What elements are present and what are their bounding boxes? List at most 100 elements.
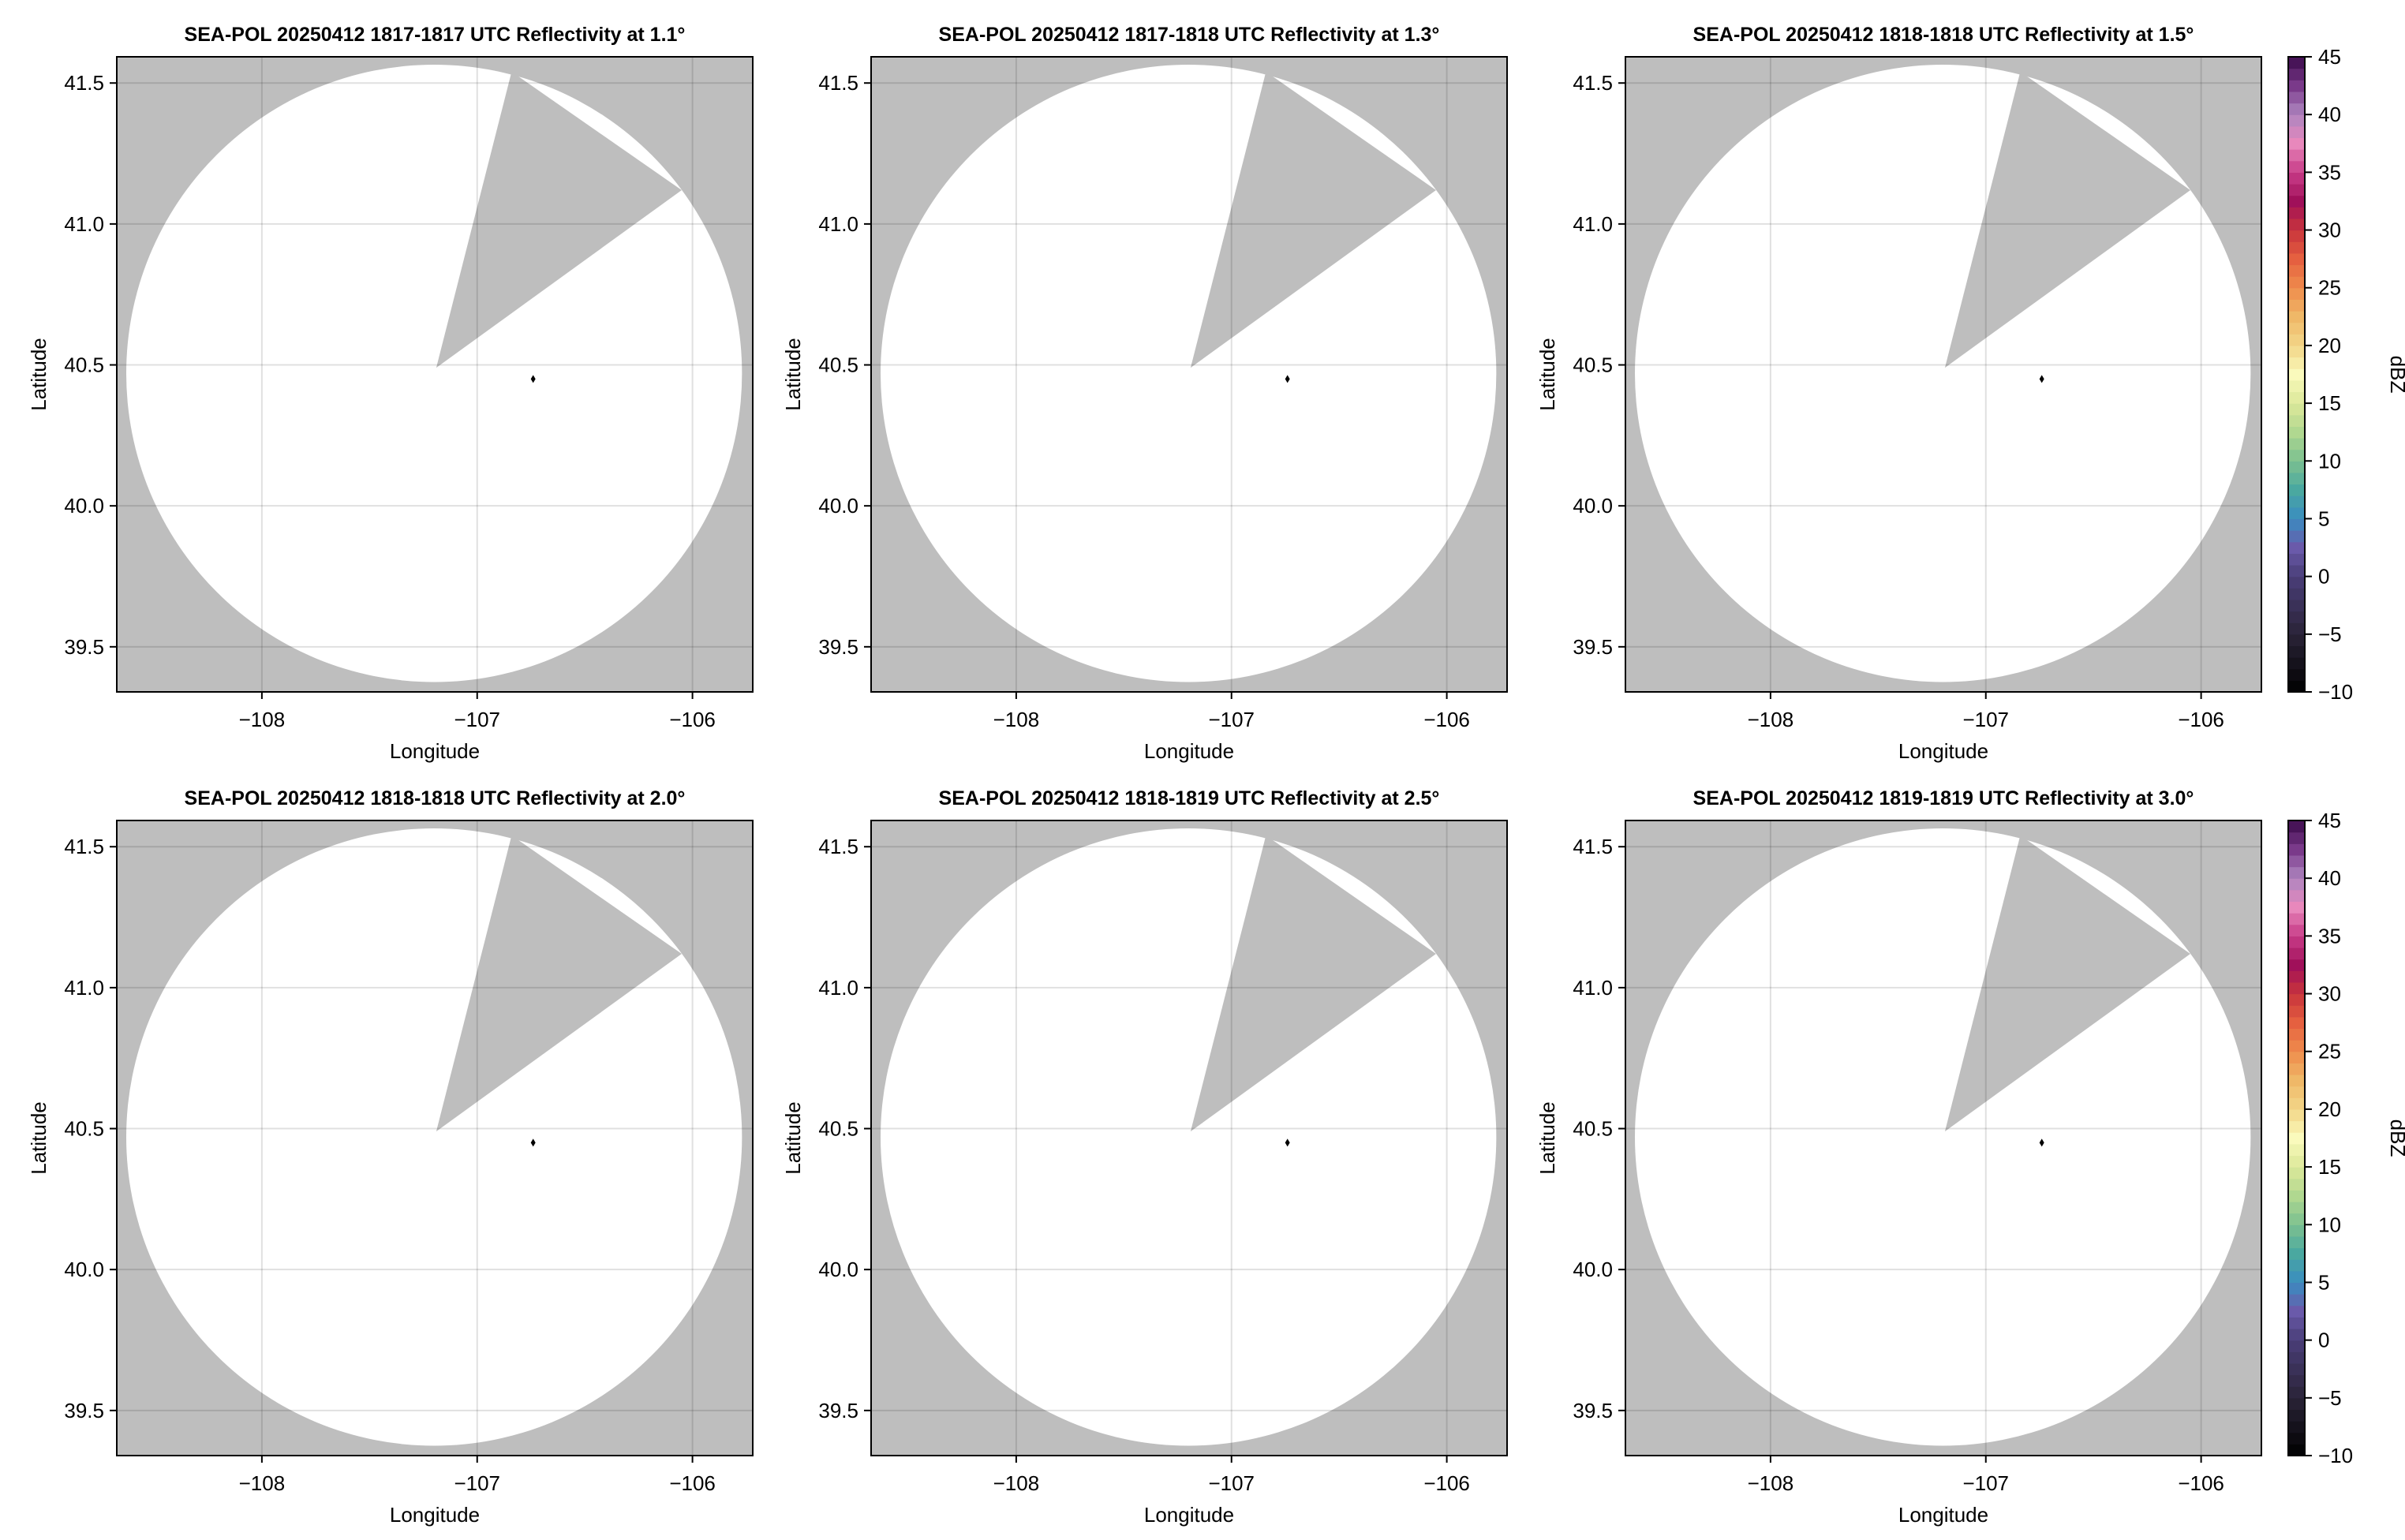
colorbar-tick-label: 35 xyxy=(2318,924,2341,948)
panel-title: SEA-POL 20250412 1818-1819 UTC Reflectiv… xyxy=(939,787,1440,809)
radar-marker xyxy=(2039,1138,2044,1147)
y-tick-label: 40.5 xyxy=(818,1117,858,1141)
plot-area xyxy=(871,820,1507,1456)
colorbar-band xyxy=(2288,1016,2305,1030)
colorbar-label: dBZ xyxy=(2386,1119,2405,1157)
colorbar-band xyxy=(2288,866,2305,879)
colorbar-band xyxy=(2288,334,2305,346)
colorbar-tick-label: 10 xyxy=(2318,449,2341,473)
y-tick-label: 39.5 xyxy=(64,635,104,659)
colorbar-band xyxy=(2288,1063,2305,1075)
colorbar-band xyxy=(2288,1362,2305,1376)
colorbar-tick-label: 0 xyxy=(2318,1329,2329,1352)
y-axis-label: Latitude xyxy=(27,338,50,411)
colorbar-band xyxy=(2288,1028,2305,1041)
colorbar-band xyxy=(2288,981,2305,995)
colorbar-band xyxy=(2288,530,2305,543)
colorbar-band xyxy=(2288,576,2305,589)
y-tick-label: 40.5 xyxy=(64,1117,104,1141)
colorbar-band xyxy=(2288,1374,2305,1387)
y-tick-label: 40.0 xyxy=(64,494,104,518)
colorbar-tick-label: −10 xyxy=(2318,1444,2353,1467)
x-axis-label: Longitude xyxy=(390,739,480,763)
colorbar-band xyxy=(2288,103,2305,115)
colorbar-tick-label: 25 xyxy=(2318,1040,2341,1063)
y-tick-label: 41.0 xyxy=(64,212,104,236)
panel-title: SEA-POL 20250412 1817-1817 UTC Reflectiv… xyxy=(185,24,686,46)
colorbar-band xyxy=(2288,832,2305,844)
colorbar-band xyxy=(2288,1305,2305,1318)
colorbar-band xyxy=(2288,634,2305,647)
y-tick-label: 39.5 xyxy=(818,1399,858,1422)
colorbar-tick-label: 25 xyxy=(2318,276,2341,300)
axes-frame xyxy=(870,820,1508,1456)
colorbar-band xyxy=(2288,913,2305,925)
colorbar-band xyxy=(2288,854,2305,868)
y-axis-label: Latitude xyxy=(27,1101,50,1175)
colorbar-band xyxy=(2288,1386,2305,1399)
colorbar-band xyxy=(2288,322,2305,335)
colorbar-2: −10 −5 0 5 10 15 20 25 30 35 40 45 dBZ xyxy=(2287,809,2405,1467)
colorbar-tick-label: 20 xyxy=(2318,334,2341,357)
colorbar-band xyxy=(2288,391,2305,404)
y-axis-label: Latitude xyxy=(781,1101,805,1175)
y-tick-label: 40.5 xyxy=(1573,1117,1613,1141)
colorbar-band xyxy=(2288,1167,2305,1179)
colorbar-band xyxy=(2288,657,2305,670)
panel-6: −108 −107 −106 39.5 40.0 40.5 41.0 41.5 SEA-POL … xyxy=(1535,787,2262,1527)
colorbar-tick-label: 30 xyxy=(2318,982,2341,1006)
colorbar-band xyxy=(2288,264,2305,277)
colorbar-band xyxy=(2288,172,2305,185)
colorbar-band xyxy=(2288,1120,2305,1133)
colorbar-tick-label: 20 xyxy=(2318,1097,2341,1121)
y-tick-label: 40.0 xyxy=(64,1258,104,1281)
colorbar-band xyxy=(2288,484,2305,496)
plot-area xyxy=(1625,820,2261,1456)
colorbar-band xyxy=(2288,1432,2305,1445)
blocked-sector xyxy=(436,71,682,368)
x-tick-label: −108 xyxy=(993,708,1040,731)
colorbar-band xyxy=(2288,252,2305,266)
colorbar-band xyxy=(2288,1235,2305,1249)
colorbar-tick-label: −5 xyxy=(2318,1386,2342,1410)
colorbar-band xyxy=(2288,230,2305,242)
x-tick-label: −106 xyxy=(669,708,716,731)
radar-coverage xyxy=(126,828,742,1446)
colorbar-band xyxy=(2288,645,2305,658)
colorbar-tick-label: 5 xyxy=(2318,506,2329,530)
x-tick-label: −106 xyxy=(2178,1471,2224,1495)
plot-area xyxy=(117,820,753,1456)
colorbar-band xyxy=(2288,1340,2305,1352)
y-tick-label: 41.0 xyxy=(1573,212,1613,236)
colorbar-band xyxy=(2288,495,2305,508)
x-tick-label: −108 xyxy=(993,1471,1040,1495)
colorbar-band xyxy=(2288,680,2305,693)
y-tick-label: 41.5 xyxy=(1573,835,1613,858)
colorbar-band xyxy=(2288,889,2305,903)
y-tick-label: 41.5 xyxy=(64,71,104,95)
y-tick-label: 39.5 xyxy=(818,635,858,659)
panel-title: SEA-POL 20250412 1817-1818 UTC Reflectiv… xyxy=(939,24,1440,46)
x-axis-label: Longitude xyxy=(1898,1503,1988,1527)
x-axis-label: Longitude xyxy=(1144,739,1234,763)
y-axis-label: Latitude xyxy=(1535,1101,1559,1175)
colorbar-band xyxy=(2288,622,2305,635)
x-tick-label: −107 xyxy=(1208,1471,1255,1495)
colorbar-tick-label: 0 xyxy=(2318,565,2329,589)
colorbar-band xyxy=(2288,936,2305,948)
x-tick-label: −108 xyxy=(239,1471,286,1495)
colorbar-band xyxy=(2288,1155,2305,1168)
colorbar-tick-label: −5 xyxy=(2318,622,2342,646)
x-axis-label: Longitude xyxy=(1144,1503,1234,1527)
y-tick-label: 41.0 xyxy=(1573,976,1613,1000)
colorbar-band xyxy=(2288,80,2305,92)
y-axis-label: Latitude xyxy=(1535,338,1559,411)
colorbar-band xyxy=(2288,357,2305,369)
blocked-sector xyxy=(436,835,682,1132)
colorbar-band xyxy=(2288,449,2305,462)
x-tick-label: −108 xyxy=(239,708,286,731)
x-tick-label: −106 xyxy=(1423,1471,1470,1495)
colorbar-band xyxy=(2288,820,2305,833)
colorbar-band xyxy=(2288,299,2305,312)
